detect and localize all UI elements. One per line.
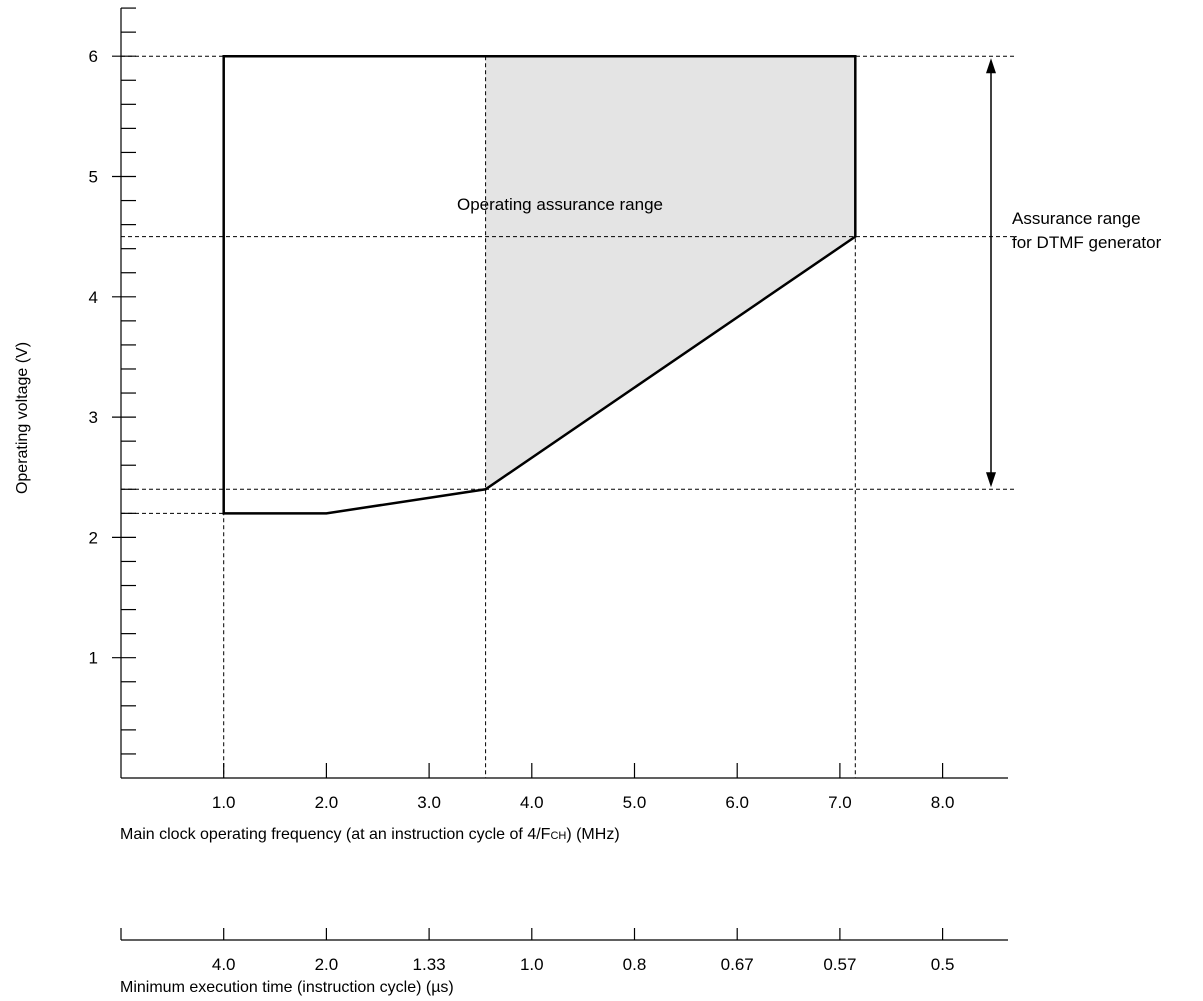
secondary-x-tick-label: 0.67 xyxy=(721,955,754,974)
x-axis-title: Main clock operating frequency (at an in… xyxy=(120,826,620,843)
x-axis-title-tail: ) (MHz) xyxy=(566,826,619,843)
secondary-x-tick-label: 1.0 xyxy=(520,955,544,974)
x-tick-label: 8.0 xyxy=(931,793,955,812)
x-tick-label: 2.0 xyxy=(315,793,339,812)
y-axis-title: Operating voltage (V) xyxy=(14,342,31,494)
operating-range-boundary xyxy=(222,54,857,515)
secondary-x-tick-label: 2.0 xyxy=(315,955,339,974)
operating-range-label: Operating assurance range xyxy=(457,195,663,214)
secondary-x-tick-label: 0.5 xyxy=(931,955,955,974)
y-tick-label: 3 xyxy=(89,408,98,427)
dtmf-arrow-head-bottom xyxy=(986,472,996,488)
secondary-x-tick-label: 4.0 xyxy=(212,955,236,974)
dtmf-shaded-region xyxy=(485,56,856,490)
y-tick-label: 2 xyxy=(89,528,98,547)
y-tick-label: 6 xyxy=(89,47,98,66)
secondary-x-axis-title: Minimum execution time (instruction cycl… xyxy=(120,979,454,996)
y-tick-label: 1 xyxy=(89,649,98,668)
x-tick-label: 3.0 xyxy=(417,793,441,812)
dtmf-region-fill xyxy=(485,56,856,490)
x-axis-title-main: Main clock operating frequency (at an in… xyxy=(120,826,551,843)
x-axis-title-subscript: CH xyxy=(550,830,566,842)
secondary-x-tick-label: 0.57 xyxy=(823,955,856,974)
tick-labels: 1 2 3 4 5 6 1.0 2.0 3.0 4.0 5.0 6.0 7.0 8.0 4.0 2.0 1.33… xyxy=(89,47,955,974)
x-tick-label: 5.0 xyxy=(623,793,647,812)
y-tick-label: 5 xyxy=(89,168,98,187)
x-tick-label: 7.0 xyxy=(828,793,852,812)
x-tick-label: 6.0 xyxy=(725,793,749,812)
dtmf-arrow-head-top xyxy=(986,58,996,74)
x-tick-label: 1.0 xyxy=(212,793,236,812)
dtmf-label-line-2: for DTMF generator xyxy=(1012,233,1162,252)
x-tick-label: 4.0 xyxy=(520,793,544,812)
y-tick-label: 4 xyxy=(89,288,98,307)
axis-ticks xyxy=(112,7,944,940)
dtmf-label-line-1: Assurance range xyxy=(1012,209,1141,228)
secondary-x-tick-label: 1.33 xyxy=(413,955,446,974)
dtmf-range-annotation: Assurance range for DTMF generator xyxy=(986,58,1162,488)
operating-range-outline xyxy=(222,54,857,515)
secondary-x-tick-label: 0.8 xyxy=(623,955,647,974)
